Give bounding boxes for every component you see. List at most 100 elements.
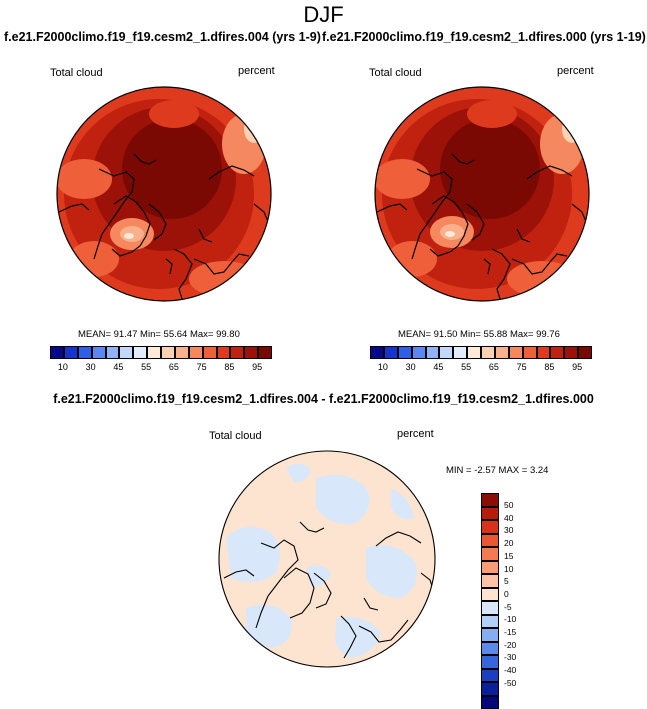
right-variable-label: Total cloud xyxy=(369,67,422,79)
colorbar-tick-label: 95 xyxy=(252,362,262,372)
diff-colorbar-swatch xyxy=(481,601,499,615)
diff-colorbar-level: 40 xyxy=(504,512,516,525)
colorbar-tick-label: 75 xyxy=(517,362,527,372)
diff-colorbar-swatch xyxy=(481,642,499,656)
diff-colorbar-level: 20 xyxy=(504,537,516,550)
colorbar-swatch xyxy=(258,346,272,359)
diff-colorbar-swatch xyxy=(481,588,499,602)
colorbar-swatch xyxy=(537,346,551,359)
colorbar-swatch xyxy=(50,346,64,359)
left-polar-map xyxy=(54,84,274,304)
diff-colorbar-swatch xyxy=(481,547,499,561)
colorbar-swatch xyxy=(384,346,398,359)
left-colorbar xyxy=(50,346,272,359)
diff-colorbar-swatch xyxy=(481,655,499,669)
diff-colorbar-swatch xyxy=(481,615,499,629)
colorbar-swatch xyxy=(133,346,147,359)
colorbar-swatch xyxy=(564,346,578,359)
colorbar-swatch xyxy=(412,346,426,359)
right-units-label: percent xyxy=(557,65,594,77)
left-run-title: f.e21.F2000climo.f19_f19.cesm2_1.dfires.… xyxy=(4,30,321,44)
diff-colorbar-swatch xyxy=(481,520,499,534)
diff-colorbar-swatch xyxy=(481,669,499,683)
colorbar-swatch xyxy=(119,346,133,359)
colorbar-swatch xyxy=(370,346,384,359)
colorbar-swatch xyxy=(78,346,92,359)
colorbar-tick-label: 10 xyxy=(58,362,68,372)
colorbar-swatch xyxy=(244,346,258,359)
diff-colorbar-swatch xyxy=(481,682,499,696)
diff-colorbar-swatch xyxy=(481,696,499,709)
left-variable-label: Total cloud xyxy=(50,67,103,79)
diff-colorbar-level: -15 xyxy=(504,626,516,639)
colorbar-tick-label: 10 xyxy=(378,362,388,372)
colorbar-tick-label: 30 xyxy=(86,362,96,372)
right-run-title: f.e21.F2000climo.f19_f19.cesm2_1.dfires.… xyxy=(322,30,646,44)
colorbar-swatch xyxy=(426,346,440,359)
colorbar-swatch xyxy=(175,346,189,359)
colorbar-swatch xyxy=(161,346,175,359)
colorbar-swatch xyxy=(147,346,161,359)
diff-colorbar-level: 5 xyxy=(504,575,516,588)
diff-colorbar-level: 0 xyxy=(504,588,516,601)
diff-colorbar-swatch xyxy=(481,534,499,548)
colorbar-tick-label: 55 xyxy=(461,362,471,372)
diff-colorbar-level: -30 xyxy=(504,651,516,664)
colorbar-swatch xyxy=(106,346,120,359)
colorbar-tick-label: 85 xyxy=(224,362,234,372)
diff-colorbar-level: -10 xyxy=(504,613,516,626)
colorbar-tick-label: 85 xyxy=(544,362,554,372)
diff-colorbar-level: -50 xyxy=(504,677,516,690)
colorbar-tick-label: 75 xyxy=(197,362,207,372)
difference-polar-map xyxy=(216,448,438,670)
colorbar-swatch xyxy=(467,346,481,359)
colorbar-swatch xyxy=(453,346,467,359)
colorbar-tick-label: 55 xyxy=(141,362,151,372)
diff-variable-label: Total cloud xyxy=(209,430,262,442)
colorbar-swatch xyxy=(578,346,592,359)
left-units-label: percent xyxy=(238,65,275,77)
colorbar-tick-label: 95 xyxy=(572,362,582,372)
diff-units-label: percent xyxy=(397,428,434,440)
colorbar-tick-label: 65 xyxy=(169,362,179,372)
right-stats: MEAN= 91.50 Min= 55.88 Max= 99.76 xyxy=(398,329,560,340)
colorbar-swatch xyxy=(439,346,453,359)
diff-colorbar-level: 30 xyxy=(504,524,516,537)
colorbar-swatch xyxy=(203,346,217,359)
diff-colorbar-level: -5 xyxy=(504,601,516,614)
right-colorbar xyxy=(370,346,592,359)
colorbar-swatch xyxy=(64,346,78,359)
colorbar-tick-label: 65 xyxy=(489,362,499,372)
colorbar-swatch xyxy=(230,346,244,359)
diff-colorbar-level: -20 xyxy=(504,639,516,652)
colorbar-swatch xyxy=(189,346,203,359)
diff-colorbar-swatch xyxy=(481,628,499,642)
difference-title: f.e21.F2000climo.f19_f19.cesm2_1.dfires.… xyxy=(0,392,647,406)
diff-colorbar-level: -40 xyxy=(504,664,516,677)
right-colorbar-ticks: 10 30 45 55 65 75 85 95 xyxy=(370,362,592,374)
colorbar-swatch xyxy=(495,346,509,359)
diff-colorbar xyxy=(481,493,499,709)
colorbar-swatch xyxy=(550,346,564,359)
diff-stats: MIN = -2.57 MAX = 3.24 xyxy=(446,465,548,476)
diff-colorbar-swatch xyxy=(481,574,499,588)
colorbar-swatch xyxy=(509,346,523,359)
diff-colorbar-level: 15 xyxy=(504,550,516,563)
colorbar-swatch xyxy=(481,346,495,359)
colorbar-swatch xyxy=(398,346,412,359)
diff-colorbar-swatch xyxy=(481,507,499,521)
left-stats: MEAN= 91.47 Min= 55.64 Max= 99.80 xyxy=(78,329,240,340)
left-colorbar-ticks: 10 30 45 55 65 75 85 95 xyxy=(50,362,272,374)
diff-colorbar-swatch xyxy=(481,493,499,507)
colorbar-swatch xyxy=(523,346,537,359)
diff-colorbar-level: 10 xyxy=(504,563,516,576)
colorbar-tick-label: 45 xyxy=(113,362,123,372)
colorbar-swatch xyxy=(92,346,106,359)
right-polar-map xyxy=(372,84,592,304)
diff-colorbar-swatch xyxy=(481,561,499,575)
colorbar-tick-label: 45 xyxy=(433,362,443,372)
page-title: DJF xyxy=(0,2,647,28)
colorbar-tick-label: 30 xyxy=(406,362,416,372)
diff-colorbar-level: 50 xyxy=(504,499,516,512)
